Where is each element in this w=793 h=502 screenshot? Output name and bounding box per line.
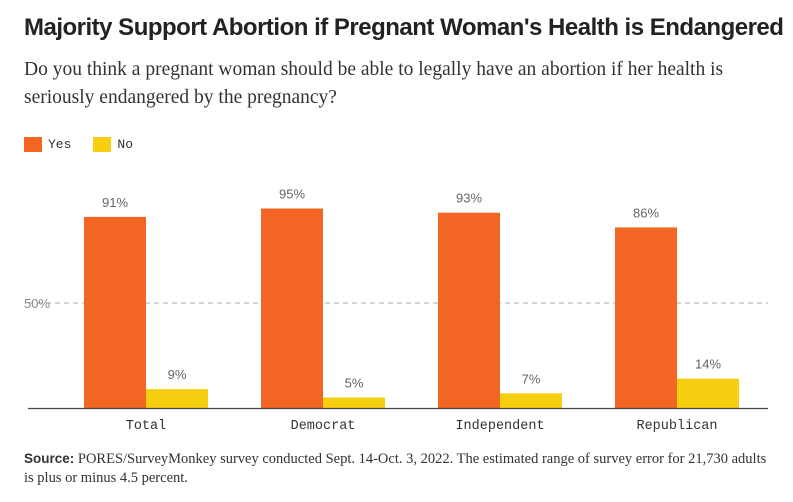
data-label-no-republican: 14%: [695, 357, 721, 372]
data-label-no-total: 9%: [168, 367, 187, 382]
data-label-no-democrat: 5%: [345, 376, 364, 391]
chart-subtitle: Do you think a pregnant woman should be …: [24, 59, 724, 108]
bar-no-independent: [500, 393, 562, 408]
x-tick-label-independent: Independent: [455, 419, 544, 434]
legend-swatch-no: [93, 137, 112, 152]
legend-item-no: No: [93, 137, 133, 152]
bar-yes-republican: [615, 227, 677, 408]
bar-no-republican: [677, 378, 739, 408]
legend-item-yes: Yes: [24, 137, 71, 152]
data-label-no-independent: 7%: [522, 371, 541, 386]
data-label-yes-total: 91%: [102, 195, 128, 210]
bar-yes-independent: [438, 212, 500, 408]
x-tick-label-republican: Republican: [636, 419, 717, 434]
source-note: Source: PORES/SurveyMonkey survey conduc…: [24, 449, 769, 488]
legend-label-no: No: [117, 137, 134, 152]
chart-title: Majority Support Abortion if Pregnant Wo…: [24, 14, 784, 41]
source-label: Source:: [24, 451, 75, 466]
x-tick-label-democrat: Democrat: [291, 419, 356, 434]
data-label-yes-democrat: 95%: [279, 187, 305, 202]
legend-label-yes: Yes: [48, 137, 72, 152]
legend: Yes No: [24, 137, 155, 152]
source-text: PORES/SurveyMonkey survey conducted Sept…: [24, 451, 767, 486]
bar-no-total: [146, 389, 208, 408]
bar-yes-total: [84, 216, 146, 408]
data-label-yes-republican: 86%: [633, 205, 659, 220]
x-tick-label-total: Total: [126, 419, 167, 434]
bar-yes-democrat: [261, 208, 323, 408]
data-label-yes-independent: 93%: [456, 191, 482, 206]
reference-line-label: 50%: [24, 296, 50, 311]
bar-no-democrat: [323, 397, 385, 408]
legend-swatch-yes: [24, 137, 42, 152]
